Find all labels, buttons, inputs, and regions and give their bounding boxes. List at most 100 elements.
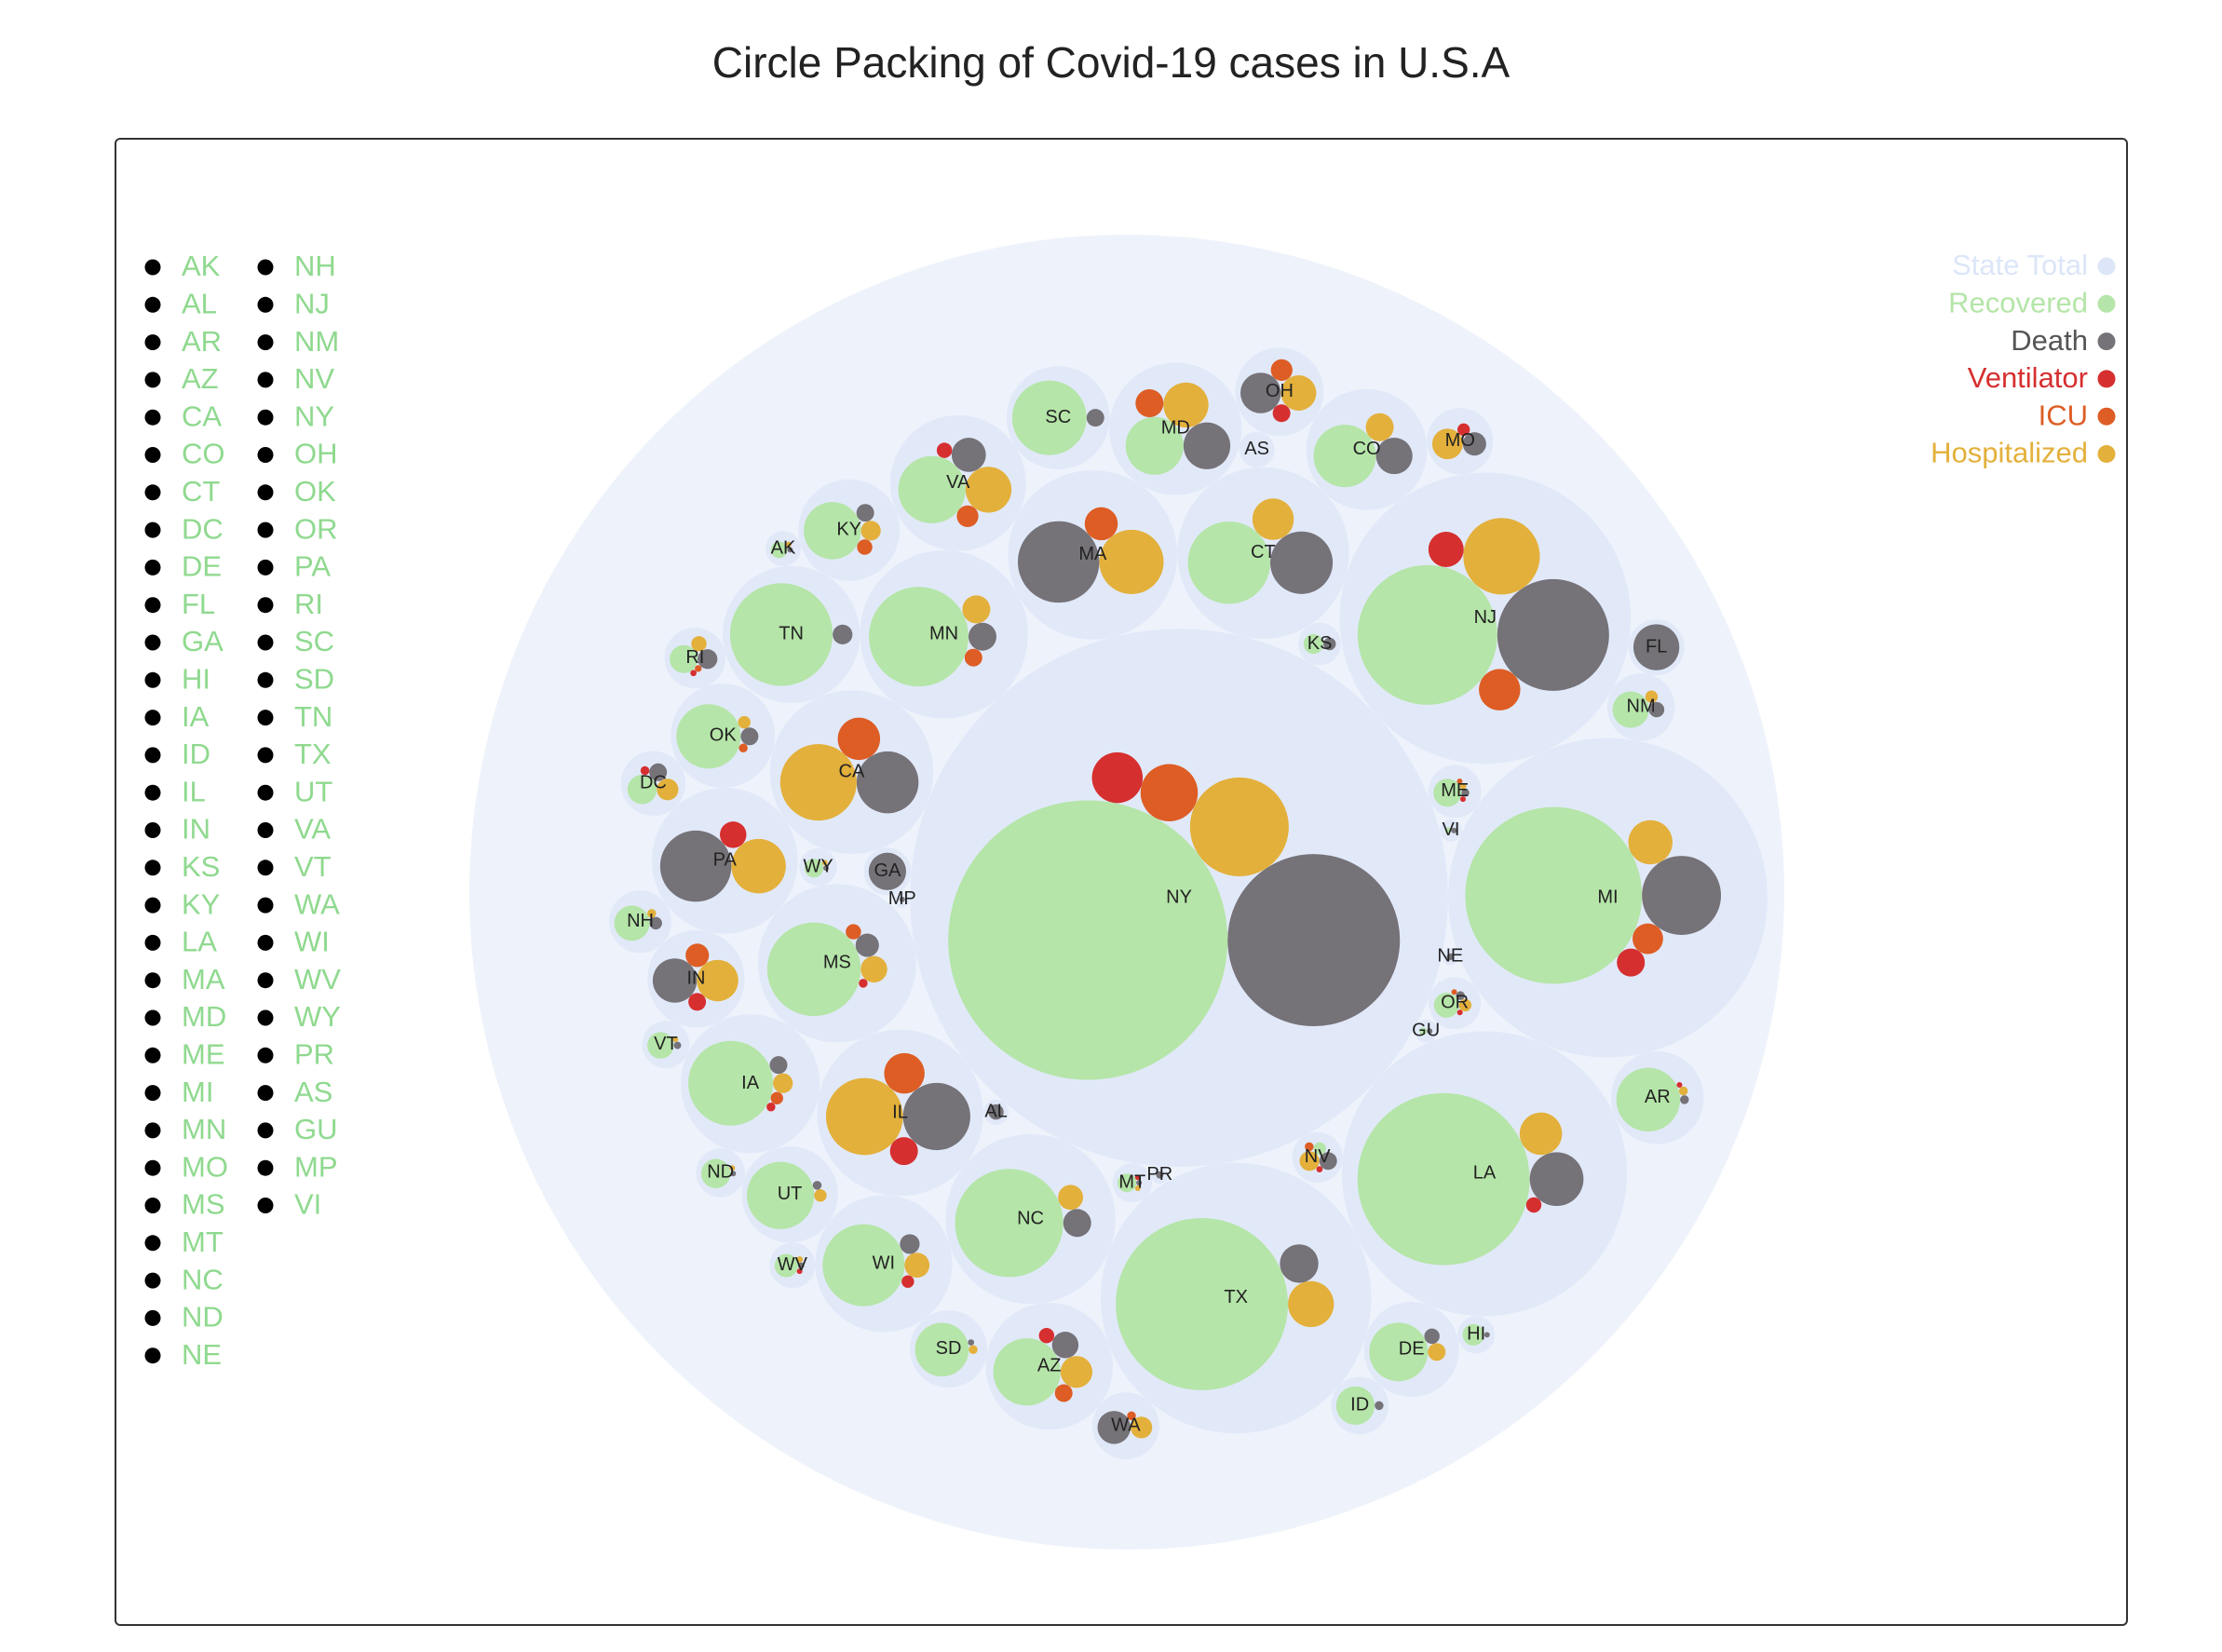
death-bubble[interactable] <box>968 622 996 651</box>
recovered-bubble[interactable] <box>1303 633 1324 655</box>
state-list-dot[interactable] <box>144 671 161 688</box>
state-list-dot[interactable] <box>257 972 274 989</box>
state-list-item-az[interactable]: AZ <box>144 362 219 395</box>
state-list-item-fl[interactable]: FL <box>144 588 216 620</box>
ventilator-bubble[interactable] <box>796 1268 803 1275</box>
icu-bubble[interactable] <box>685 943 710 968</box>
recovered-bubble[interactable] <box>1462 1323 1484 1346</box>
death-bubble[interactable] <box>1323 637 1336 651</box>
state-list-dot[interactable] <box>257 822 274 838</box>
death-bubble[interactable] <box>698 649 718 670</box>
state-list-item-al[interactable]: AL <box>144 287 217 319</box>
recovered-bubble[interactable] <box>1011 380 1087 455</box>
icu-bubble[interactable] <box>884 1052 925 1094</box>
ventilator-bubble[interactable] <box>1134 1174 1141 1181</box>
state-list-dot[interactable] <box>144 860 161 876</box>
hospitalized-bubble[interactable] <box>1099 529 1164 594</box>
state-list-item-mp[interactable]: MP <box>257 1150 338 1183</box>
state-list-dot[interactable] <box>144 710 161 726</box>
death-bubble[interactable] <box>856 504 874 522</box>
state-list-item-dc[interactable]: DC <box>144 512 224 545</box>
hospitalized-bubble[interactable] <box>697 959 738 1002</box>
state-list-item-nh[interactable]: NH <box>257 250 336 282</box>
recovered-bubble[interactable] <box>1335 1386 1375 1426</box>
hospitalized-bubble[interactable] <box>825 1077 903 1156</box>
ventilator-bubble[interactable] <box>1459 796 1466 803</box>
state-list-item-co[interactable]: CO <box>144 438 225 470</box>
ventilator-bubble[interactable] <box>1316 1166 1323 1172</box>
state-list-dot[interactable] <box>144 1047 161 1063</box>
death-bubble[interactable] <box>968 1339 975 1346</box>
state-list-dot[interactable] <box>144 447 161 463</box>
state-list-dot[interactable] <box>257 784 274 801</box>
state-list-item-ne[interactable]: NE <box>144 1338 223 1371</box>
hospitalized-bubble[interactable] <box>731 838 786 894</box>
recovered-bubble[interactable] <box>1433 993 1459 1018</box>
ventilator-bubble[interactable] <box>766 1103 776 1112</box>
recovered-bubble[interactable] <box>955 1169 1064 1278</box>
icu-bubble[interactable] <box>1054 1384 1073 1402</box>
state-list-item-mt[interactable]: MT <box>144 1225 224 1258</box>
state-list-dot[interactable] <box>144 822 161 838</box>
icu-bubble[interactable] <box>1451 989 1457 995</box>
state-list-dot[interactable] <box>257 934 274 951</box>
recovered-bubble[interactable] <box>1313 425 1376 488</box>
state-list-dot[interactable] <box>144 1085 161 1102</box>
icu-bubble[interactable] <box>964 648 982 667</box>
death-bubble[interactable] <box>855 933 879 957</box>
ventilator-bubble[interactable] <box>688 993 707 1011</box>
death-bubble[interactable] <box>1680 1095 1689 1104</box>
state-list-dot[interactable] <box>257 710 274 726</box>
hospitalized-bubble[interactable] <box>657 779 679 801</box>
state-list-item-ny[interactable]: NY <box>257 399 335 432</box>
state-list-dot[interactable] <box>144 1122 161 1139</box>
hospitalized-bubble[interactable] <box>962 595 991 624</box>
hospitalized-bubble[interactable] <box>1365 413 1394 441</box>
death-bubble[interactable] <box>1424 1328 1440 1345</box>
icu-bubble[interactable] <box>770 1091 783 1104</box>
state-list-dot[interactable] <box>144 934 161 951</box>
death-bubble[interactable] <box>1063 1209 1091 1238</box>
death-bubble[interactable] <box>652 958 698 1003</box>
icu-bubble[interactable] <box>956 505 979 527</box>
recovered-bubble[interactable] <box>1357 1092 1530 1266</box>
state-list-dot[interactable] <box>144 1235 161 1252</box>
state-list-dot[interactable] <box>257 897 274 914</box>
hospitalized-bubble[interactable] <box>729 1165 736 1171</box>
death-bubble[interactable] <box>900 1234 920 1254</box>
death-bubble[interactable] <box>988 1104 1004 1120</box>
recovered-bubble[interactable] <box>1433 779 1462 807</box>
icu-bubble[interactable] <box>1479 669 1521 711</box>
state-list-item-nm[interactable]: NM <box>257 325 340 358</box>
icu-bubble[interactable] <box>1135 388 1164 417</box>
state-list-item-oh[interactable]: OH <box>257 438 338 470</box>
death-bubble[interactable] <box>1097 1411 1131 1444</box>
death-bubble[interactable] <box>1446 953 1454 961</box>
ventilator-bubble[interactable] <box>1456 1009 1463 1016</box>
hospitalized-bubble[interactable] <box>1299 1151 1320 1171</box>
hospitalized-bubble[interactable] <box>672 1036 679 1043</box>
state-list-item-wv[interactable]: WV <box>257 963 342 995</box>
death-bubble[interactable] <box>951 438 986 472</box>
state-list-dot[interactable] <box>144 259 161 276</box>
state-list-item-ct[interactable]: CT <box>144 475 221 508</box>
state-list-item-mi[interactable]: MI <box>144 1076 214 1108</box>
state-list-dot[interactable] <box>144 372 161 388</box>
state-list-dot[interactable] <box>257 1122 274 1139</box>
hospitalized-bubble[interactable] <box>860 521 881 541</box>
state-list-dot[interactable] <box>144 521 161 538</box>
death-bubble[interactable] <box>823 865 830 872</box>
recovered-bubble[interactable] <box>993 1338 1061 1406</box>
death-bubble[interactable] <box>1183 422 1231 469</box>
ventilator-bubble[interactable] <box>1428 532 1464 567</box>
state-list-dot[interactable] <box>144 1309 161 1326</box>
death-bubble[interactable] <box>1427 1028 1433 1035</box>
hospitalized-bubble[interactable] <box>1060 1356 1093 1388</box>
recovered-bubble[interactable] <box>1125 416 1184 475</box>
death-bubble[interactable] <box>1227 854 1401 1027</box>
icu-bubble[interactable] <box>1084 507 1118 541</box>
state-list-dot[interactable] <box>257 484 274 501</box>
death-bubble[interactable] <box>649 763 668 781</box>
ventilator-bubble[interactable] <box>720 821 747 848</box>
ventilator-bubble[interactable] <box>1091 752 1144 804</box>
